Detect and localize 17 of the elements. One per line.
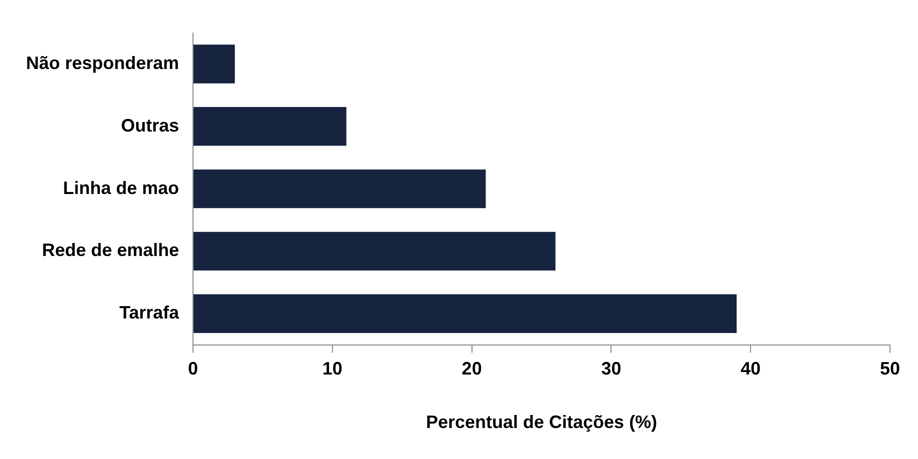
x-axis-title: Percentual de Citações (%) [426, 412, 658, 432]
x-tick-label: 10 [322, 358, 342, 379]
y-tick-label: Rede de emalhe [42, 240, 180, 260]
x-tick-label: 50 [880, 358, 900, 379]
y-tick-label: Outras [121, 115, 180, 136]
x-tick-label: 30 [601, 358, 622, 379]
bar [194, 107, 346, 146]
bar [194, 294, 737, 333]
y-tick-label: Tarrafa [119, 302, 180, 323]
y-tick-label: Não responderam [26, 52, 180, 73]
x-tick-label: 20 [462, 358, 482, 379]
bar [194, 44, 235, 84]
y-tick-label: Linha de mao [63, 178, 180, 198]
bar [194, 169, 486, 208]
x-tick-label: 0 [188, 358, 198, 379]
x-tick-label: 40 [740, 358, 761, 379]
bar [194, 232, 556, 271]
